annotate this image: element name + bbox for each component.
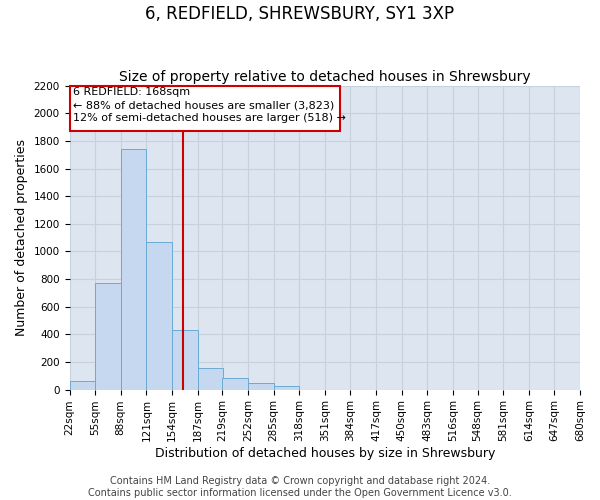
Title: Size of property relative to detached houses in Shrewsbury: Size of property relative to detached ho… <box>119 70 530 85</box>
Bar <box>172 330 197 390</box>
X-axis label: Distribution of detached houses by size in Shrewsbury: Distribution of detached houses by size … <box>155 447 495 460</box>
Bar <box>197 368 223 390</box>
Text: 6 REDFIELD: 168sqm
← 88% of detached houses are smaller (3,823)
12% of semi-deta: 6 REDFIELD: 168sqm ← 88% of detached hou… <box>73 87 346 124</box>
Y-axis label: Number of detached properties: Number of detached properties <box>15 139 28 336</box>
Bar <box>121 149 146 390</box>
Bar <box>95 283 121 390</box>
Bar <box>248 384 274 390</box>
Bar <box>146 242 172 390</box>
FancyBboxPatch shape <box>70 86 340 132</box>
Bar <box>223 378 248 390</box>
Bar <box>70 382 95 390</box>
Text: Contains HM Land Registry data © Crown copyright and database right 2024.
Contai: Contains HM Land Registry data © Crown c… <box>88 476 512 498</box>
Bar <box>274 386 299 390</box>
Text: 6, REDFIELD, SHREWSBURY, SY1 3XP: 6, REDFIELD, SHREWSBURY, SY1 3XP <box>145 5 455 23</box>
